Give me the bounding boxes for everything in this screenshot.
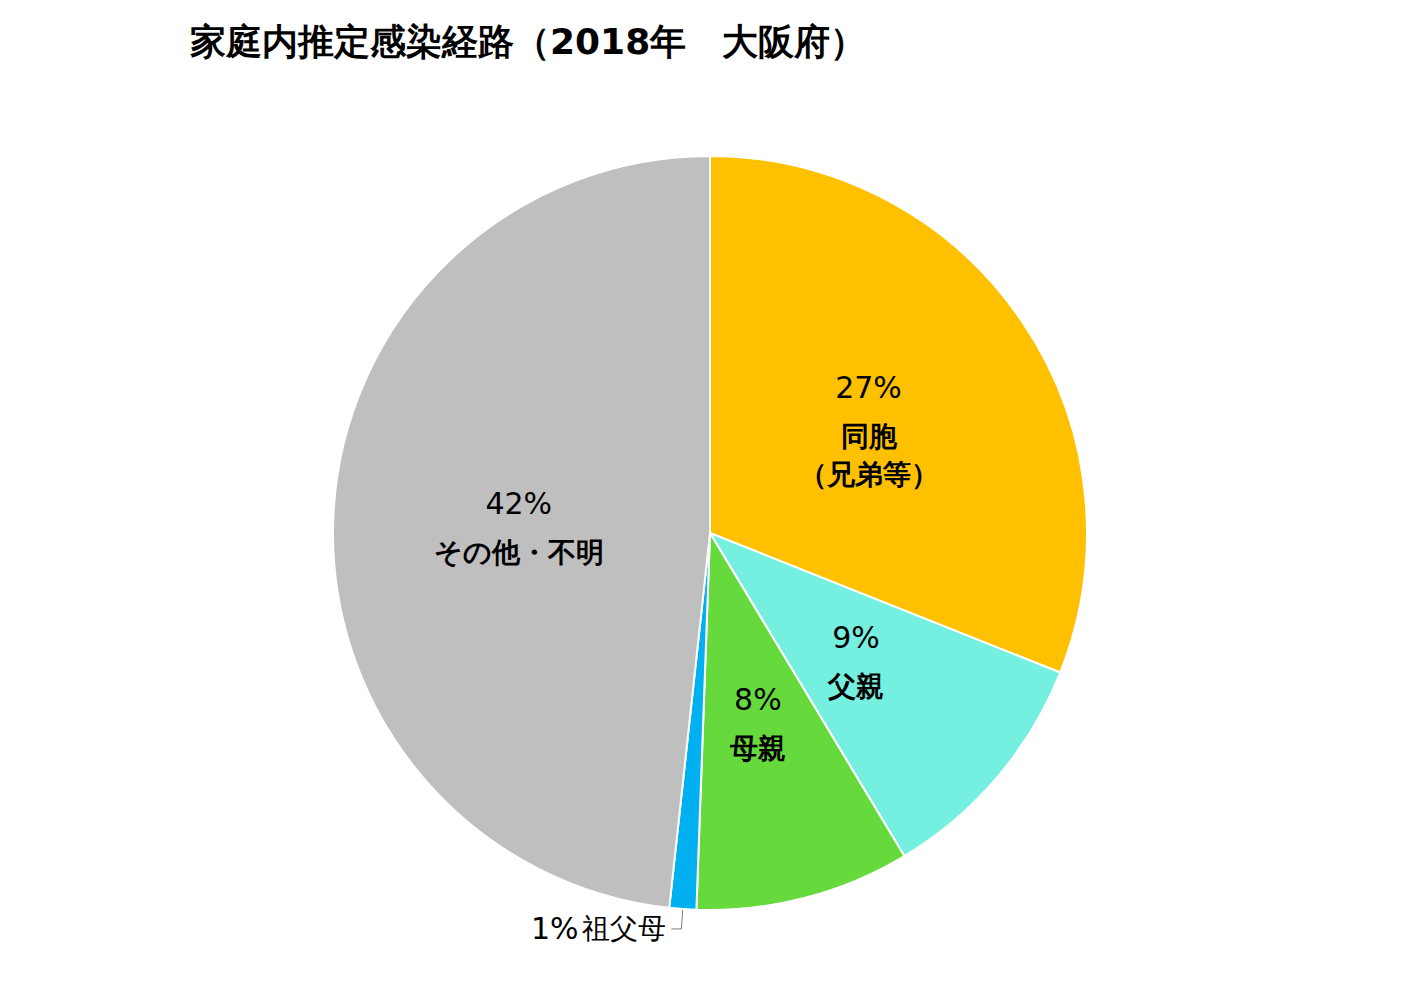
svg-text:その他・不明: その他・不明 <box>434 536 604 569</box>
svg-text:（兄弟等）: （兄弟等） <box>799 458 939 491</box>
svg-text:42%: 42% <box>485 486 552 521</box>
svg-text:祖父母: 祖父母 <box>582 912 666 945</box>
svg-text:母親: 母親 <box>729 732 786 765</box>
svg-text:27%: 27% <box>835 370 902 405</box>
svg-text:1%: 1% <box>531 911 579 946</box>
svg-text:8%: 8% <box>734 682 782 717</box>
svg-text:家庭内推定感染経路（2018年 大阪府）: 家庭内推定感染経路（2018年 大阪府） <box>190 21 866 62</box>
svg-text:9%: 9% <box>832 620 880 655</box>
svg-text:父親: 父親 <box>827 670 884 703</box>
svg-text:同胞: 同胞 <box>841 420 898 453</box>
